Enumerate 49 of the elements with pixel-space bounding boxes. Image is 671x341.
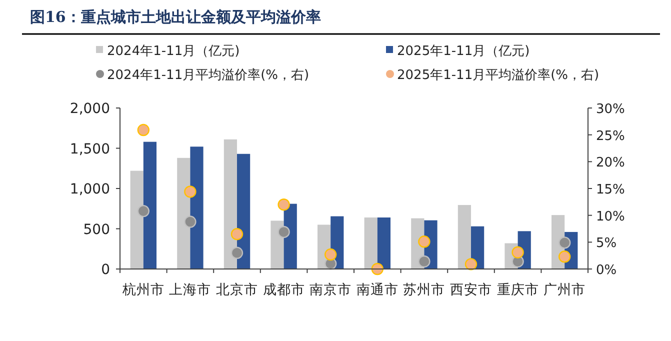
x-tick-label: 成都市 [262,282,305,298]
legend-label: 2025年1-11月（亿元) [397,44,530,59]
point [371,262,384,276]
point [184,216,196,228]
y-tick-label: 1,000 [70,182,110,198]
legend-label: 2024年1-11月平均溢价率(%，右) [107,67,310,83]
y2-tick-label: 20% [596,156,625,171]
x-tick-label: 南京市 [310,282,352,298]
x-tick-label: 杭州市 [121,282,164,298]
y2-tick-label: 5% [596,236,617,252]
point [512,246,524,258]
point [418,236,430,248]
point [324,248,337,261]
bar [190,146,204,269]
point [464,258,478,270]
point [558,236,571,249]
x-tick-label: 上海市 [169,282,212,298]
y-tick-label: 500 [83,222,110,238]
y2-tick-label: 25% [596,128,625,144]
point [418,255,430,268]
point [558,250,571,263]
legend-label: 2024年1-11月（亿元) [107,44,240,59]
point [278,226,290,238]
x-tick-label: 北京市 [216,282,258,298]
chart-title: 图16：重点城市土地出让金额及平均溢价率 [30,8,321,26]
y2-tick-label: 30% [596,102,625,117]
legend-label: 2025年1-11月平均溢价率(%，右) [397,67,600,83]
y2-tick-label: 15% [596,182,625,198]
y-tick-label: 2,000 [70,101,110,117]
y2-tick-label: 10% [596,209,625,224]
x-tick-label: 西安市 [450,282,492,298]
y2-tick-label: 0% [596,263,617,278]
point [278,198,290,211]
x-tick-label: 南通市 [356,282,398,298]
bar [237,154,250,269]
point [137,124,150,136]
point [230,228,244,240]
point [230,246,244,259]
y-tick-label: 1,500 [70,141,110,158]
point [184,186,196,198]
bar [143,142,157,269]
x-tick-label: 苏州市 [403,282,446,298]
x-tick-label: 重庆市 [496,282,539,298]
bar [364,217,378,269]
bar [458,205,471,269]
point [137,204,150,218]
y-tick-label: 0 [101,262,110,278]
x-tick-label: 广州市 [544,282,586,298]
bar [377,217,391,269]
